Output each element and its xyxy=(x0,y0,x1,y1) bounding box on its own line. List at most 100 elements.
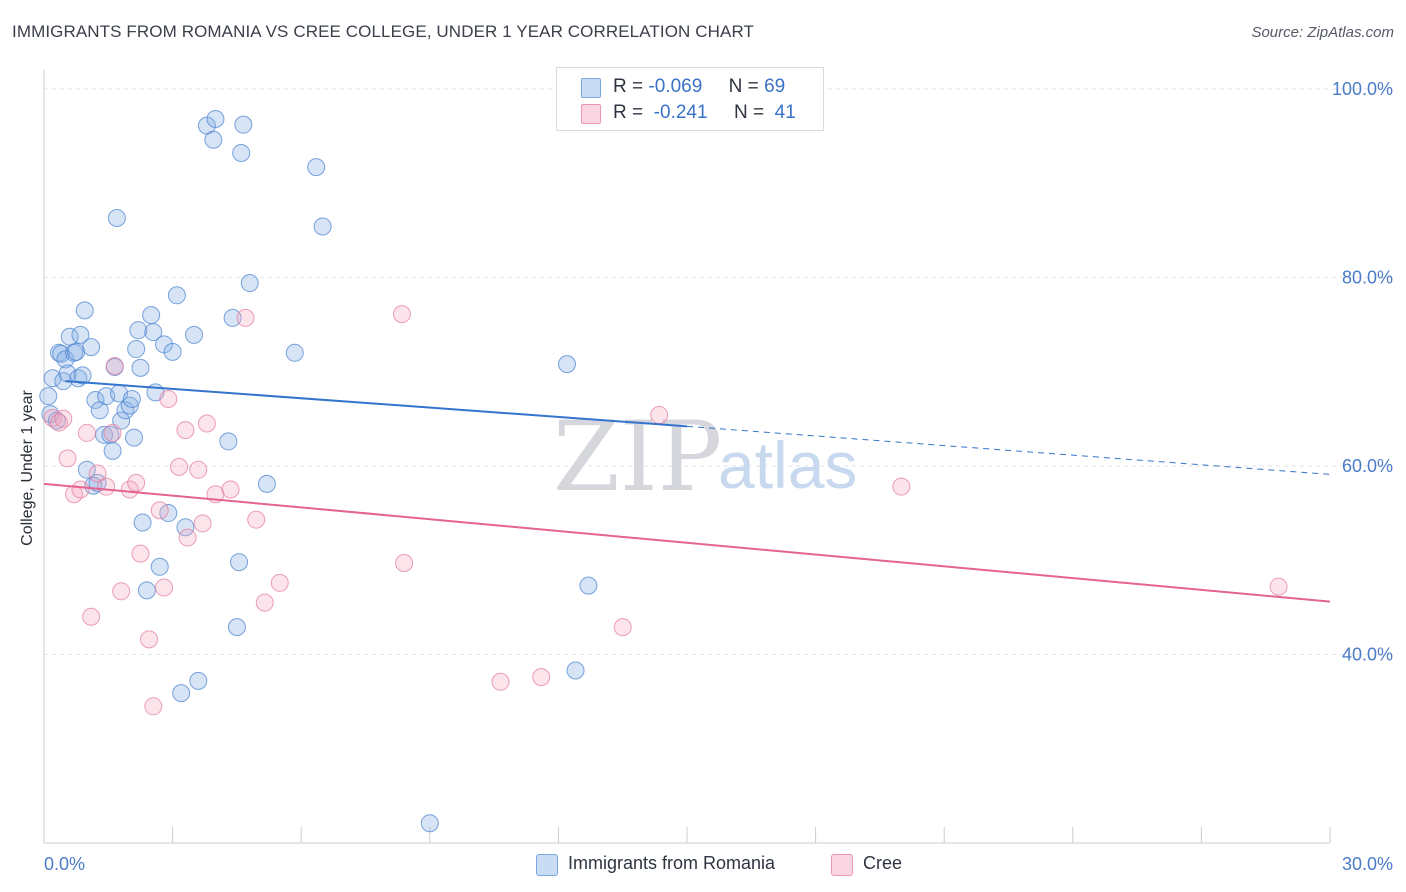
point-cree-32 xyxy=(270,573,289,592)
point-romania-19 xyxy=(86,390,105,409)
point-romania-30 xyxy=(120,396,139,415)
point-cree-34 xyxy=(395,554,414,573)
point-romania-68 xyxy=(88,473,107,492)
point-romania-61 xyxy=(285,343,304,362)
point-romania-44 xyxy=(163,342,182,361)
y-tick-label-40: 40.0% xyxy=(1342,644,1393,664)
point-romania-49 xyxy=(189,671,208,690)
point-cree-21 xyxy=(170,457,189,476)
point-cree-28 xyxy=(221,480,240,499)
point-romania-33 xyxy=(127,340,146,359)
point-romania-38 xyxy=(142,306,161,325)
point-romania-54 xyxy=(223,308,242,327)
point-romania-0 xyxy=(39,387,58,406)
point-cree-22 xyxy=(176,421,195,440)
y-tick-label-100: 100.0% xyxy=(1332,79,1393,99)
point-romania-17 xyxy=(82,338,101,357)
trend-line-romania xyxy=(65,380,688,428)
stats-swatch-cree xyxy=(581,104,601,124)
legend-label-cree: Cree xyxy=(863,853,903,873)
point-romania-65 xyxy=(557,355,576,374)
point-cree-8 xyxy=(88,464,107,483)
point-romania-59 xyxy=(240,274,259,293)
point-cree-31 xyxy=(255,593,274,612)
r-label: R = xyxy=(613,76,644,97)
point-romania-53 xyxy=(219,432,238,451)
point-romania-13 xyxy=(71,325,90,344)
point-cree-40 xyxy=(1269,577,1288,596)
point-romania-45 xyxy=(167,286,186,305)
x-tick-label-max: 30.0% xyxy=(1342,854,1393,874)
point-cree-12 xyxy=(112,582,131,601)
point-cree-33 xyxy=(392,305,411,324)
source-label: Source: ZipAtlas.com xyxy=(1251,24,1394,41)
point-romania-28 xyxy=(112,411,131,430)
x-tick-labels: 0.0% 30.0% xyxy=(44,854,1393,874)
watermark-zip: ZIP xyxy=(553,401,722,513)
point-cree-37 xyxy=(613,618,632,637)
point-romania-67 xyxy=(579,576,598,595)
point-cree-39 xyxy=(892,477,911,496)
n-value-romania: 69 xyxy=(764,76,786,97)
n-label: N = xyxy=(728,76,759,97)
point-romania-37 xyxy=(137,581,156,600)
point-romania-15 xyxy=(75,301,94,320)
point-cree-26 xyxy=(197,414,216,433)
point-cree-2 xyxy=(54,409,73,428)
point-romania-57 xyxy=(232,143,251,162)
point-cree-35 xyxy=(491,672,510,691)
r-value-cree: -0.241 xyxy=(653,102,708,123)
point-cree-20 xyxy=(159,389,178,408)
point-romania-58 xyxy=(234,115,253,134)
point-romania-66 xyxy=(566,661,585,680)
series-cree-points xyxy=(43,305,1288,716)
point-cree-10 xyxy=(103,423,122,442)
point-cree-36 xyxy=(532,668,551,687)
chart-title: IMMIGRANTS FROM ROMANIA VS CREE COLLEGE,… xyxy=(12,22,754,41)
y-tick-labels: 40.0% 60.0% 80.0% 100.0% xyxy=(1332,79,1393,665)
y-tick-label-80: 80.0% xyxy=(1342,267,1393,287)
point-romania-35 xyxy=(131,358,150,377)
point-romania-24 xyxy=(103,441,122,460)
point-romania-14 xyxy=(73,366,92,385)
legend-swatch-cree xyxy=(831,854,853,876)
point-cree-30 xyxy=(247,510,266,529)
trend-lines xyxy=(43,380,1331,603)
point-cree-16 xyxy=(140,630,159,649)
grid-lines xyxy=(44,88,1393,655)
correlation-stats-box: R = -0.069 N = 69 R = -0.241 N = 41 xyxy=(556,67,824,131)
y-tick-label-60: 60.0% xyxy=(1342,456,1393,476)
point-romania-41 xyxy=(150,557,169,576)
point-cree-24 xyxy=(189,460,208,479)
point-cree-29 xyxy=(236,308,255,327)
trend-line-cree xyxy=(43,482,1331,603)
point-cree-6 xyxy=(77,423,96,442)
point-romania-34 xyxy=(129,321,148,340)
point-romania-52 xyxy=(206,110,225,129)
stats-swatch-romania xyxy=(581,78,601,98)
point-cree-15 xyxy=(131,544,150,563)
point-romania-46 xyxy=(172,684,191,703)
x-tick-label-min: 0.0% xyxy=(44,854,85,874)
point-cree-13 xyxy=(120,480,139,499)
point-cree-17 xyxy=(144,697,163,716)
trend-line-romania-extension xyxy=(686,425,1331,475)
point-romania-31 xyxy=(122,389,141,408)
legend-swatch-romania xyxy=(536,854,558,876)
legend-label-romania: Immigrants from Romania xyxy=(568,853,776,873)
axes xyxy=(43,70,1331,844)
point-cree-19 xyxy=(155,578,174,597)
point-cree-25 xyxy=(193,514,212,533)
point-romania-62 xyxy=(307,158,326,177)
point-cree-38 xyxy=(650,406,669,425)
point-cree-14 xyxy=(127,473,146,492)
point-cree-5 xyxy=(71,480,90,499)
r-value-romania: -0.069 xyxy=(648,76,703,97)
point-romania-64 xyxy=(420,814,439,833)
chart-legend: Immigrants from Romania Cree xyxy=(0,852,1406,878)
point-romania-55 xyxy=(227,618,246,637)
point-romania-26 xyxy=(107,209,126,228)
point-romania-48 xyxy=(185,325,204,344)
point-romania-39 xyxy=(144,323,163,342)
point-romania-63 xyxy=(313,217,332,236)
